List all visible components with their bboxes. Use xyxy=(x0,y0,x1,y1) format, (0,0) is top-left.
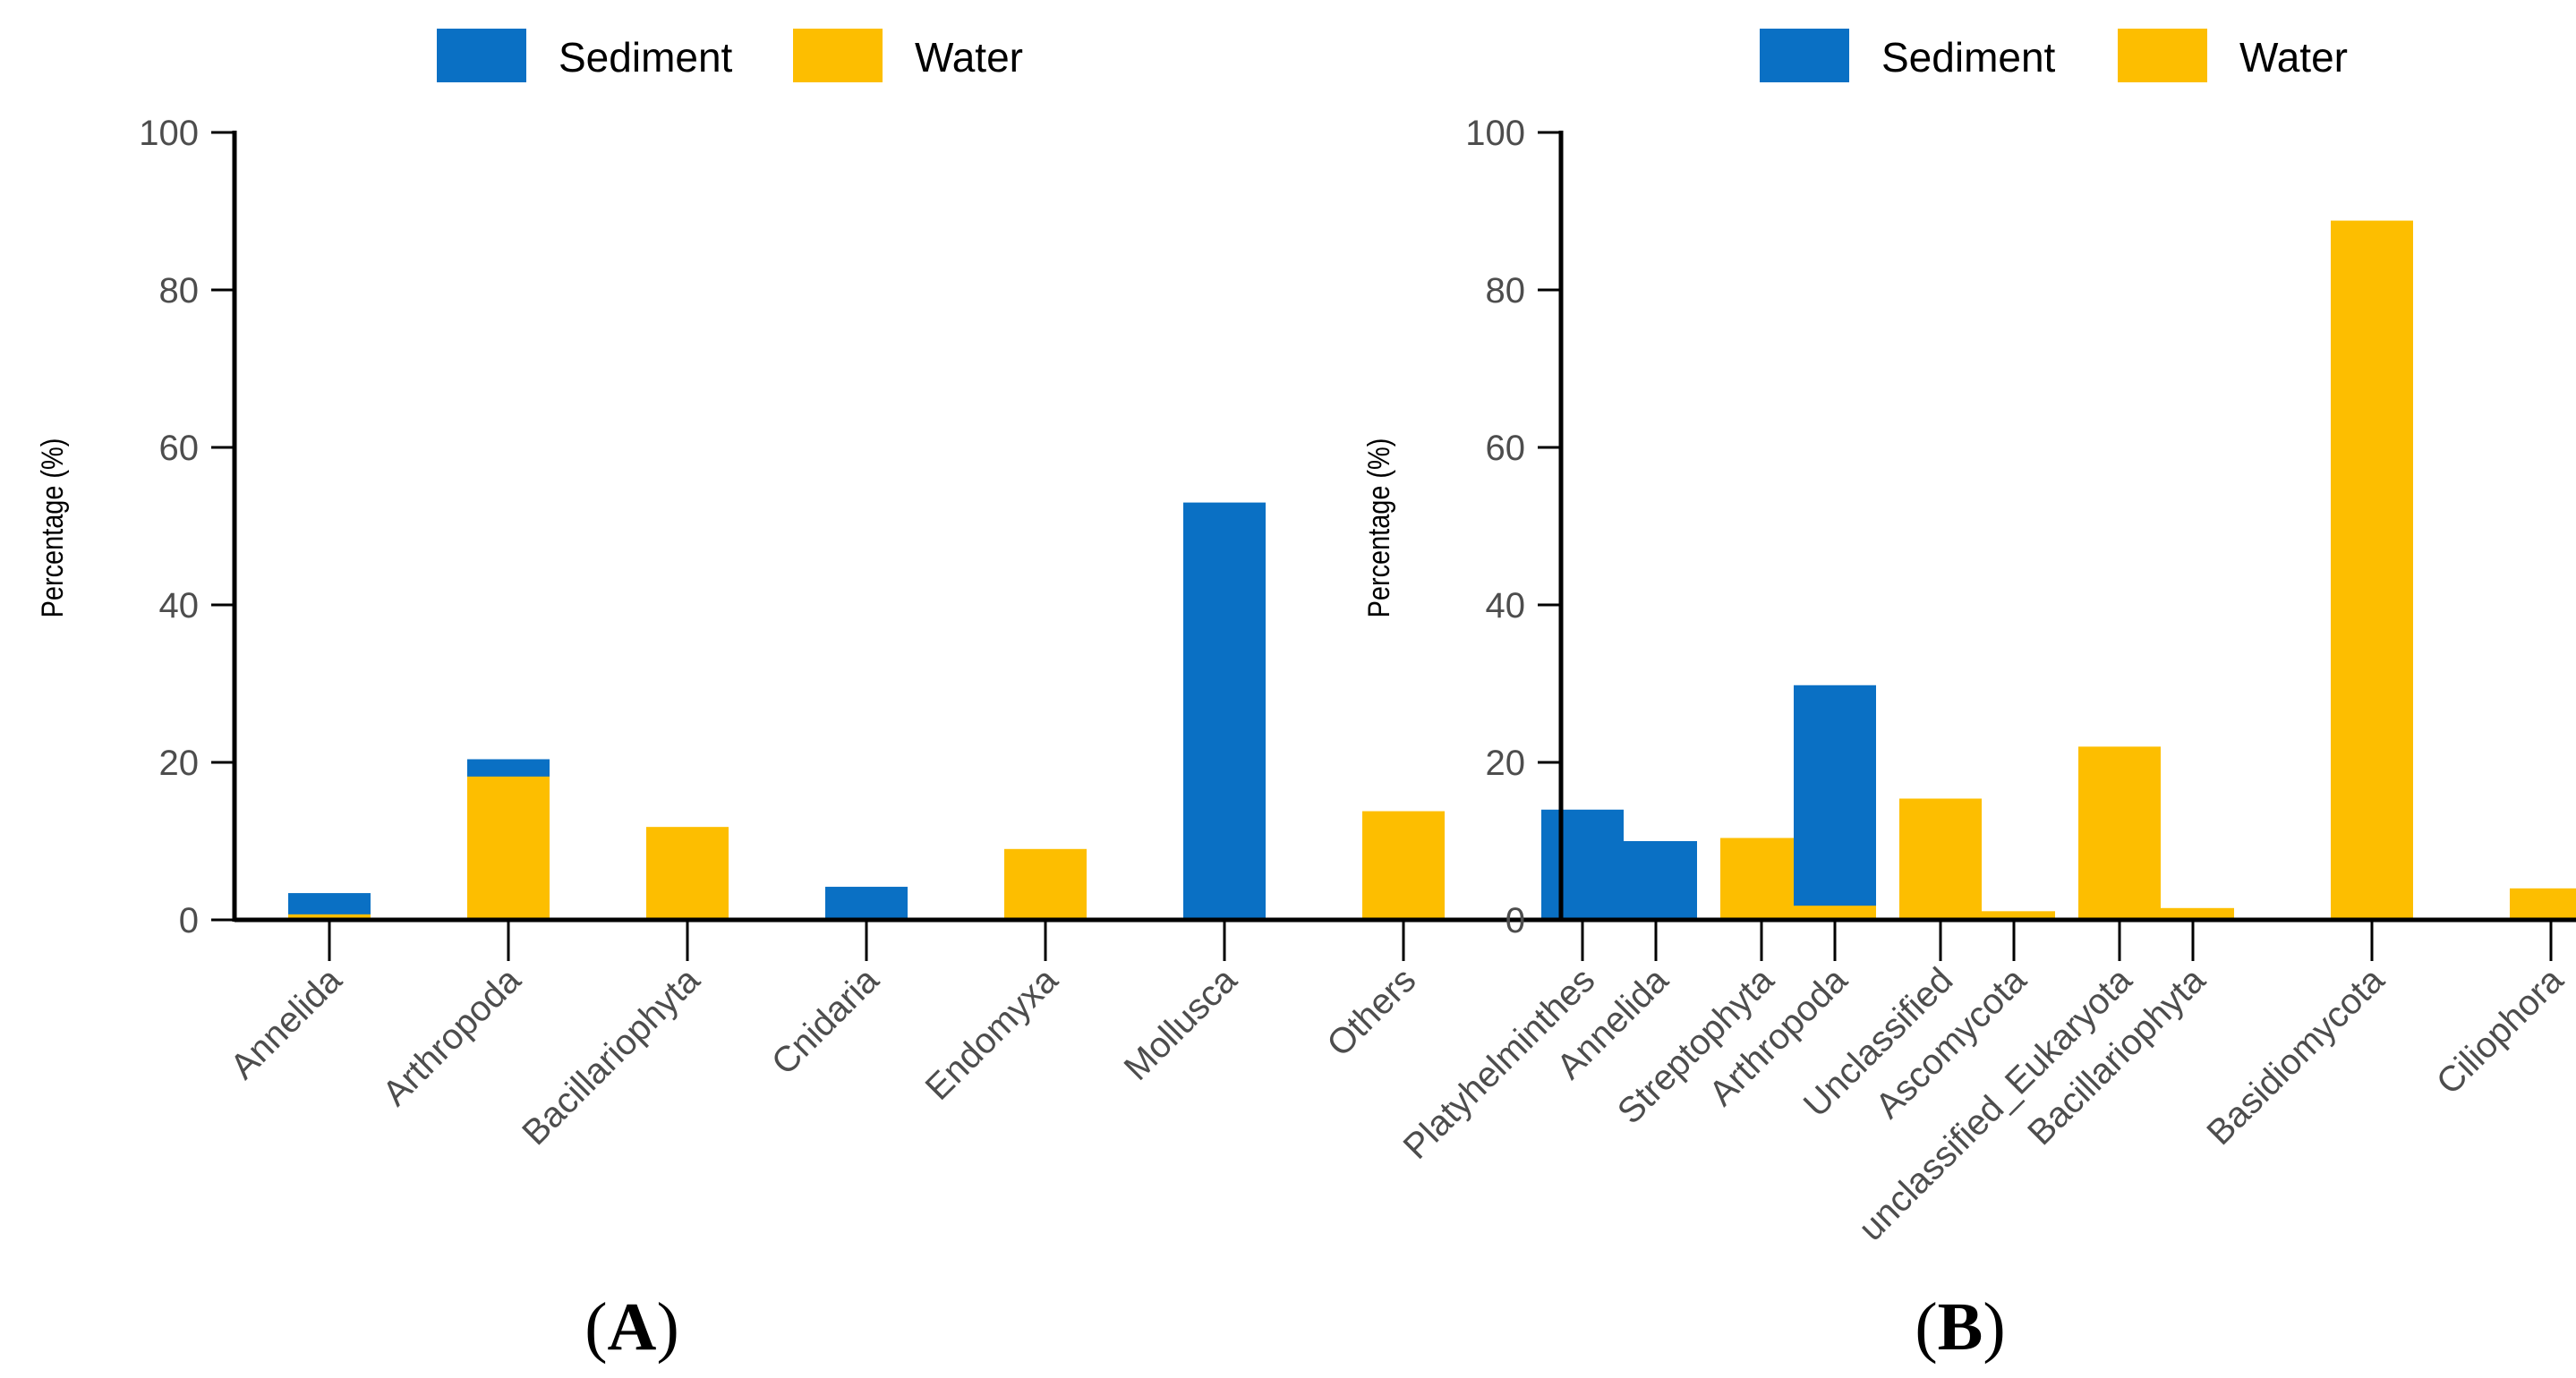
y-axis-title: Percentage (%) xyxy=(1361,438,1396,618)
legend-swatch-sediment xyxy=(437,29,526,82)
y-tick-label: 20 xyxy=(1486,744,1526,783)
legend-label-water: Water xyxy=(2239,34,2348,81)
bars xyxy=(1615,220,2576,920)
bar-sediment-platyhelminthes xyxy=(1541,809,1624,920)
chart-panel-a: Sediment Water 0 20 40 60 80 100 Percentage (%) A… xyxy=(35,29,2202,1365)
bar-sediment-mollusca xyxy=(1183,502,1266,920)
panel-label: (B) xyxy=(1915,1289,2005,1365)
y-tick-label: 80 xyxy=(1486,271,1526,310)
legend-label-sediment: Sediment xyxy=(559,34,733,81)
bar-water-unclassified xyxy=(1899,798,1982,920)
x-tick-label: Ciliophora xyxy=(2429,960,2572,1102)
x-tick-label: Basidiomycota xyxy=(2199,960,2393,1153)
bar-water-unclassified_eukaryota xyxy=(2078,746,2161,920)
panel-label-letter: A xyxy=(608,1289,657,1365)
x-tick-label: Cnidaria xyxy=(764,960,887,1083)
legend-swatch-water xyxy=(793,29,883,82)
bar-sediment-arthropoda xyxy=(1794,685,1876,920)
bar-water-ascomycota xyxy=(1973,911,2055,920)
y-tick-label: 20 xyxy=(159,744,200,783)
bar-sediment-annelida xyxy=(1615,841,1697,920)
bar-sediment-cnidaria xyxy=(825,887,908,920)
y-axis-title: Percentage (%) xyxy=(35,438,70,618)
bar-water-others xyxy=(1362,811,1445,920)
panel-label-paren-open: ( xyxy=(584,1289,607,1365)
y-tick-label: 0 xyxy=(1506,901,1525,940)
legend-label-water: Water xyxy=(915,34,1023,81)
panel-label: (A) xyxy=(584,1289,679,1365)
legend-swatch-water xyxy=(2118,29,2207,82)
panel-label-letter: B xyxy=(1938,1289,1983,1365)
legend: Sediment Water xyxy=(437,29,1023,82)
y-tick-label: 100 xyxy=(1465,114,1525,153)
panel-label-paren-open: ( xyxy=(1915,1289,1937,1365)
bar-water-annelida xyxy=(288,914,371,920)
y-tick-label: 40 xyxy=(159,586,200,625)
y-tick-label: 0 xyxy=(179,901,199,940)
bar-water-bacillariophyta xyxy=(2152,907,2234,920)
x-tick-label: Others xyxy=(1319,960,1423,1064)
y-tick-label: 40 xyxy=(1486,586,1526,625)
x-tick-label: Endomyxa xyxy=(918,960,1066,1108)
y-tick-label: 80 xyxy=(159,271,200,310)
panel-label-paren-close: ) xyxy=(656,1289,678,1365)
y-tick-label: 60 xyxy=(159,429,200,468)
bar-water-basidiomycota xyxy=(2331,220,2413,920)
y-tick-label: 60 xyxy=(1486,429,1526,468)
bar-water-arthropoda xyxy=(1794,906,1876,920)
x-tick-label: Annelida xyxy=(223,960,350,1087)
legend-label-sediment: Sediment xyxy=(1881,34,2056,81)
bar-water-ciliophora xyxy=(2510,888,2576,920)
legend: Sediment Water xyxy=(1760,29,2348,82)
legend-swatch-sediment xyxy=(1760,29,1849,82)
bars xyxy=(288,502,2161,920)
bar-water-endomyxa xyxy=(1004,848,1087,920)
y-tick-label: 100 xyxy=(139,114,199,153)
x-tick-label: Arthropoda xyxy=(375,960,529,1114)
x-tick-label: Bacillariophyta xyxy=(515,960,708,1153)
bar-water-bacillariophyta xyxy=(646,827,729,920)
bar-water-streptophyta xyxy=(1720,838,1803,920)
x-tick-label: Mollusca xyxy=(1117,960,1245,1088)
panel-label-paren-close: ) xyxy=(1983,1289,2005,1365)
bar-water-arthropoda xyxy=(467,776,550,920)
